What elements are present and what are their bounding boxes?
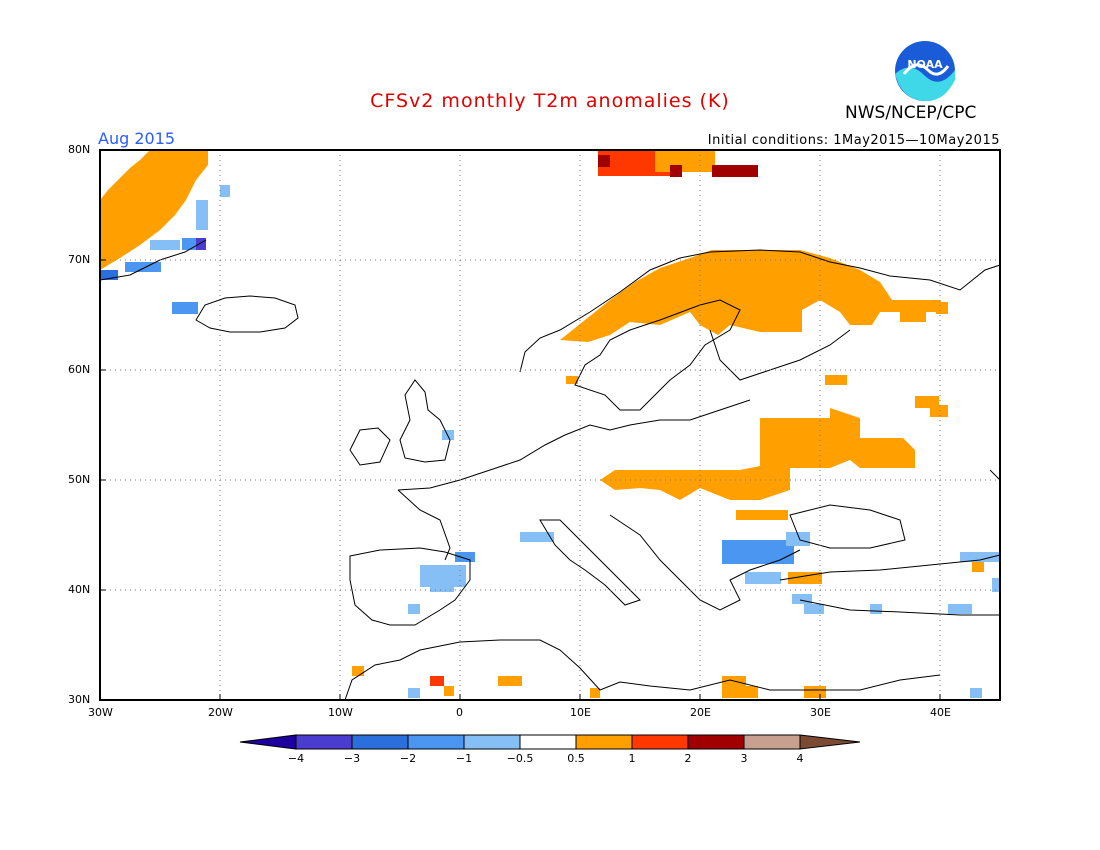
lat-label-40n: 40N bbox=[68, 583, 91, 596]
lon-label-20e: 20E bbox=[690, 706, 711, 719]
colorbar-tick: 2 bbox=[684, 752, 692, 765]
colorbar-tick: −4 bbox=[287, 752, 305, 765]
agency-label: NWS/NCEP/CPC bbox=[845, 103, 977, 123]
colorbar-tick: 4 bbox=[796, 752, 804, 765]
colorbar-tick: −0.5 bbox=[506, 752, 534, 765]
lat-label-50n: 50N bbox=[68, 473, 91, 486]
lat-label-30n: 30N bbox=[68, 693, 91, 706]
colorbar bbox=[239, 734, 861, 750]
anomaly-cells bbox=[100, 150, 1000, 698]
map-frame bbox=[99, 149, 1001, 701]
lon-label-30e: 30E bbox=[810, 706, 831, 719]
colorbar-tick: 3 bbox=[740, 752, 748, 765]
colorbar-tick: 1 bbox=[628, 752, 636, 765]
colorbar-tick: −2 bbox=[399, 752, 417, 765]
lon-label-30w: 30W bbox=[88, 706, 113, 719]
colorbar-tick: −1 bbox=[455, 752, 473, 765]
map-title: CFSv2 monthly T2m anomalies (K) bbox=[370, 90, 730, 112]
lon-label-10w: 10W bbox=[328, 706, 353, 719]
colorbar-tick: 0.5 bbox=[567, 752, 585, 765]
lat-label-80n: 80N bbox=[68, 143, 91, 156]
lon-label-10e: 10E bbox=[570, 706, 591, 719]
initial-conditions-label: Initial conditions: 1May2015—10May2015 bbox=[707, 133, 1000, 148]
month-label: Aug 2015 bbox=[98, 129, 176, 148]
noaa-logo: NOAA bbox=[895, 41, 955, 102]
lon-label-0: 0 bbox=[456, 706, 463, 719]
axis-ticks bbox=[100, 149, 941, 701]
graticule bbox=[100, 150, 1000, 700]
lon-label-40e: 40E bbox=[930, 706, 951, 719]
lat-label-60n: 60N bbox=[68, 363, 91, 376]
lat-label-70n: 70N bbox=[68, 253, 91, 266]
logo-text: NOAA bbox=[907, 58, 943, 71]
colorbar-tick: −3 bbox=[343, 752, 361, 765]
lon-label-20w: 20W bbox=[208, 706, 233, 719]
